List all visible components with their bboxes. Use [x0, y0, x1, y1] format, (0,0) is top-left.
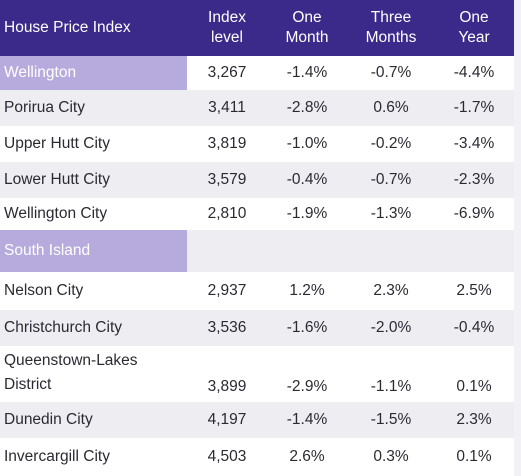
one-year-cell: -1.7%: [453, 99, 495, 116]
three-months-cell: 0.3%: [373, 448, 409, 465]
index-level-cell: 3,579: [207, 171, 247, 188]
region-label: South Island: [0, 230, 187, 272]
index-level-cell: 3,267: [207, 64, 247, 81]
three-months-cell: -1.5%: [370, 411, 412, 428]
city-name: Nelson City: [4, 282, 84, 299]
table-row: Wellington City 2,810 -1.9% -1.3% -6.9%: [0, 198, 521, 230]
city-name: Wellington City: [4, 205, 108, 222]
one-month-cell: -1.4%: [286, 64, 328, 81]
right-edge-strip: [514, 0, 521, 476]
three-months-cell: 2.3%: [373, 282, 409, 299]
index-level-cell: 2,937: [207, 282, 247, 299]
one-year-cell: 0.1%: [456, 378, 492, 395]
one-year-cell: -6.9%: [453, 205, 495, 222]
region-label: Wellington: [0, 56, 187, 90]
region-row-south-island: South Island: [0, 230, 521, 272]
one-month-cell: 2.6%: [289, 448, 325, 465]
one-year-cell: -4.4%: [453, 64, 495, 81]
three-months-cell: -0.7%: [370, 171, 412, 188]
index-level-cell: 4,197: [207, 411, 247, 428]
table-row: Invercargill City 4,503 2.6% 0.3% 0.1%: [0, 438, 521, 476]
table-row: Christchurch City 3,536 -1.6% -2.0% -0.4…: [0, 310, 521, 346]
table-row: Porirua City 3,411 -2.8% 0.6% -1.7%: [0, 90, 521, 126]
table-row: Nelson City 2,937 1.2% 2.3% 2.5%: [0, 272, 521, 310]
city-name: Christchurch City: [4, 319, 122, 336]
one-year-cell: 2.5%: [456, 282, 492, 299]
one-month-cell: -1.9%: [286, 205, 328, 222]
three-months-cell: -2.0%: [370, 319, 412, 336]
city-name: Upper Hutt City: [4, 135, 110, 152]
city-name: Dunedin City: [4, 411, 93, 428]
table-title: House Price Index: [4, 19, 131, 36]
one-month-cell: -0.4%: [286, 171, 328, 188]
index-level-cell: 3,536: [207, 319, 247, 336]
one-year-cell: 2.3%: [456, 411, 492, 428]
three-months-cell: -1.3%: [370, 205, 412, 222]
one-month-cell: -2.8%: [286, 99, 328, 116]
index-level-cell: 3,819: [207, 135, 247, 152]
table-row: Upper Hutt City 3,819 -1.0% -0.2% -3.4%: [0, 126, 521, 162]
three-months-cell: -0.2%: [370, 135, 412, 152]
one-month-cell: -1.0%: [286, 135, 328, 152]
table-row: Queenstown-Lakes District 3,899 -2.9% -1…: [0, 346, 521, 402]
one-month-cell: -1.6%: [286, 319, 328, 336]
one-year-cell: 0.1%: [456, 448, 492, 465]
city-name: Lower Hutt City: [4, 171, 110, 188]
table-row: Dunedin City 4,197 -1.4% -1.5% 2.3%: [0, 402, 521, 438]
three-months-cell: -1.1%: [370, 378, 412, 395]
index-level-cell: 2,810: [207, 205, 247, 222]
header-one-month: One Month: [285, 9, 329, 46]
region-row-wellington: Wellington 3,267 -1.4% -0.7% -4.4%: [0, 56, 521, 90]
city-name: Porirua City: [4, 99, 85, 116]
one-year-cell: -3.4%: [453, 135, 495, 152]
index-level-cell: 3,411: [208, 99, 246, 116]
one-year-cell: -2.3%: [453, 171, 495, 188]
one-month-cell: 1.2%: [289, 282, 325, 299]
one-year-cell: -0.4%: [453, 319, 495, 336]
header-index-level: Index level: [208, 9, 246, 46]
three-months-cell: 0.6%: [373, 99, 409, 116]
index-level-cell: 4,503: [207, 448, 247, 465]
table-row: Lower Hutt City 3,579 -0.4% -0.7% -2.3%: [0, 162, 521, 198]
table-header: House Price Index Index level One Month …: [0, 0, 521, 56]
index-level-cell: 3,899: [207, 378, 247, 395]
header-three-months: Three Months: [365, 9, 417, 46]
header-one-year: One Year: [458, 9, 490, 46]
three-months-cell: -0.7%: [370, 64, 412, 81]
city-name: Queenstown-Lakes District: [4, 352, 138, 393]
city-name: Invercargill City: [4, 448, 110, 465]
one-month-cell: -1.4%: [286, 411, 328, 428]
one-month-cell: -2.9%: [286, 378, 328, 395]
